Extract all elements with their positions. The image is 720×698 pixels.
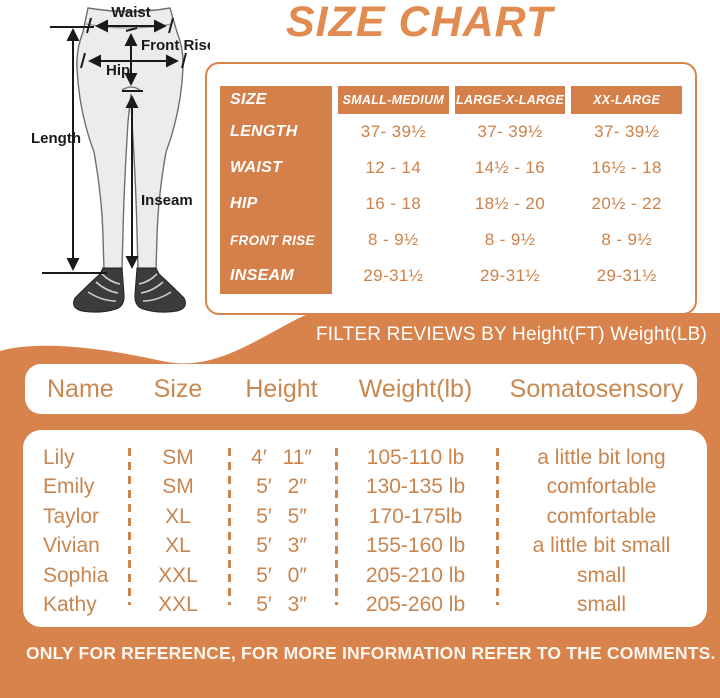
review-row: Lily SM 4′ 11″ 105-110 lb a little bit l…	[23, 443, 707, 473]
reviews-table: Lily SM 4′ 11″ 105-110 lb a little bit l…	[23, 430, 707, 627]
review-row: Kathy XXL 5′ 3″ 205-260 lb small	[23, 591, 707, 621]
reviewer-name: Taylor	[43, 504, 100, 528]
reviewer-somatosensory: a little bit long	[537, 445, 666, 469]
waist-label: Waist	[111, 4, 150, 21]
size-chart-row-label: LENGTH	[220, 114, 332, 150]
size-chart-value: 29-31½	[596, 266, 657, 285]
size-chart-row-label: HIP	[220, 186, 332, 222]
size-chart-value: 8 - 9½	[368, 230, 419, 249]
size-chart-value: 8 - 9½	[601, 230, 652, 249]
waist-measure-arrow	[86, 17, 174, 34]
reviewer-height: 5′ 3″	[256, 534, 307, 558]
reviewer-somatosensory: small	[576, 563, 626, 587]
reviewer-somatosensory: comfortable	[546, 504, 657, 528]
review-row: Sophia XXL 5′ 0″ 205-210 lb small	[23, 561, 707, 591]
size-chart-corner-cell: SIZE	[220, 86, 332, 114]
filter-reviews-banner: FILTER REVIEWS BY Height(FT) Weight(LB)	[315, 324, 707, 345]
size-chart-value: 37- 39½	[594, 122, 660, 141]
size-chart-value: 20½ - 22	[591, 194, 662, 213]
reviewer-name: Emily	[43, 475, 95, 499]
reviewer-height: 5′ 2″	[256, 475, 307, 499]
reviewer-name: Vivian	[43, 534, 100, 558]
reviewer-name: Lily	[43, 445, 75, 469]
column-divider	[496, 448, 499, 605]
reviews-header-row: Name Size Height Weight(lb) Somatosensor…	[25, 364, 697, 414]
column-divider	[128, 448, 131, 605]
hip-measure-arrow	[80, 52, 187, 69]
reviewer-weight: 155-160 lb	[365, 534, 466, 558]
size-chart-column-header: SMALL-MEDIUM	[338, 86, 449, 114]
size-chart-column-header: XX-LARGE	[571, 86, 682, 114]
reviewer-weight: 170-175lb	[368, 504, 463, 528]
front-rise-label: Front Rise	[141, 37, 210, 54]
inseam-measure-arrow	[122, 90, 143, 269]
length-measure-arrow	[42, 26, 107, 274]
reviewer-size: XL	[165, 504, 191, 528]
hip-label: Hip	[106, 62, 130, 79]
reviewer-size: XXL	[158, 563, 198, 587]
reviewer-size: XXL	[158, 593, 198, 617]
reviewer-somatosensory: small	[576, 593, 626, 617]
sneakers	[73, 267, 186, 313]
reviewer-height: 5′ 0″	[256, 563, 307, 587]
reviewer-height: 5′ 5″	[256, 504, 307, 528]
size-chart-column-header: LARGE-X-LARGE	[454, 86, 566, 114]
reviewer-somatosensory: comfortable	[546, 475, 657, 499]
size-chart-value: 29-31½	[479, 266, 541, 285]
reviews-header-somatosensory: Somatosensory	[509, 374, 684, 403]
size-chart-row-label: INSEAM	[220, 258, 332, 294]
review-row: Emily SM 5′ 2″ 130-135 lb comfortable	[23, 473, 707, 503]
size-chart-value: 12 - 14	[365, 158, 422, 177]
reviews-header-weight: Weight(lb)	[358, 374, 473, 403]
size-chart-value: 8 - 9½	[484, 230, 536, 249]
reviewer-weight: 205-260 lb	[365, 593, 466, 617]
leggings-measurement-diagram: Waist Front Rise Hip Length Inseam	[31, 4, 210, 313]
reviews-header-size: Size	[153, 374, 203, 403]
size-chart-value: 37- 39½	[477, 122, 543, 141]
reviewer-weight: 205-210 lb	[365, 563, 466, 587]
reviews-header-name: Name	[47, 374, 114, 403]
reviewer-height: 5′ 3″	[256, 593, 307, 617]
size-chart-table: SIZE SMALL-MEDIUM LARGE-X-LARGE XX-LARGE…	[205, 62, 697, 315]
reviews-header-height: Height	[245, 374, 318, 403]
review-row: Taylor XL 5′ 5″ 170-175lb comfortable	[23, 502, 707, 532]
inseam-label: Inseam	[141, 192, 193, 209]
size-chart-value: 29-31½	[363, 266, 424, 285]
reviewer-size: XL	[165, 534, 191, 558]
reviewer-somatosensory: a little bit small	[532, 534, 671, 558]
reviewer-height: 4′ 11″	[251, 445, 312, 469]
reviewer-size: SM	[162, 445, 194, 469]
reviewer-weight: 105-110 lb	[366, 445, 465, 469]
column-divider	[228, 448, 231, 605]
reviewer-size: SM	[162, 475, 194, 499]
reviewer-name: Sophia	[43, 563, 109, 587]
column-divider	[335, 448, 338, 605]
page-title: SIZE CHART	[286, 0, 554, 46]
length-label: Length	[31, 130, 81, 147]
footer-note: ONLY FOR REFERENCE, FOR MORE INFORMATION…	[26, 643, 716, 663]
size-chart-value: 16½ - 18	[591, 158, 662, 177]
size-chart-value: 18½ - 20	[474, 194, 546, 213]
size-chart-value: 14½ - 16	[474, 158, 546, 177]
reviewer-weight: 130-135 lb	[365, 475, 466, 499]
review-row: Vivian XL 5′ 3″ 155-160 lb a little bit …	[23, 532, 707, 562]
reviewer-name: Kathy	[43, 593, 97, 617]
size-chart-row-label: FRONT RISE	[220, 222, 332, 258]
size-chart-value: 37- 39½	[360, 122, 426, 141]
size-chart-value: 16 - 18	[365, 194, 422, 213]
size-chart-row-label: WAIST	[220, 150, 332, 186]
